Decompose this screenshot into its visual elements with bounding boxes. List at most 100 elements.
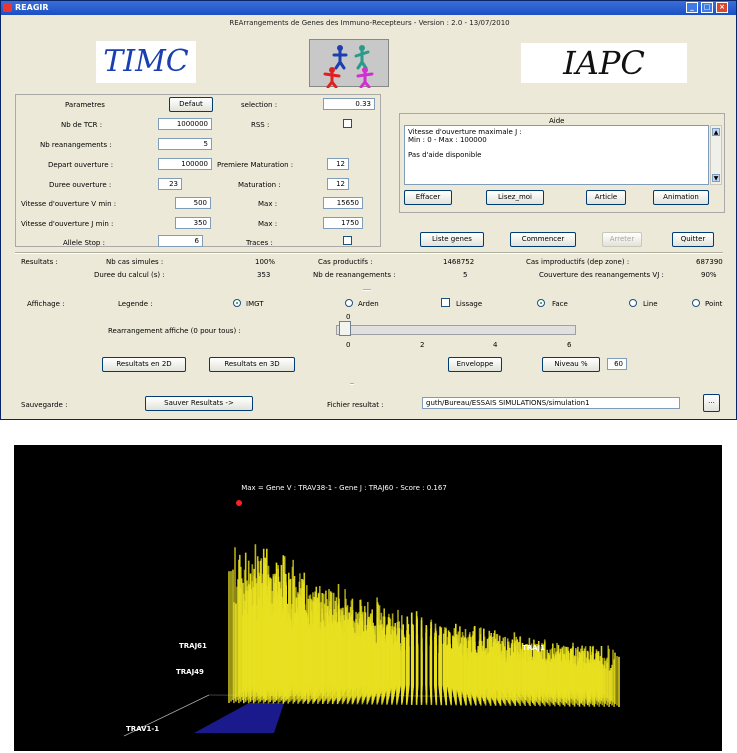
close-icon[interactable]: × — [716, 2, 728, 13]
face-radio[interactable] — [537, 299, 545, 307]
aide-textbox[interactable]: Vitesse d'ouverture maximale J : Min : 0… — [404, 125, 709, 185]
line-radio[interactable] — [629, 299, 637, 307]
resultats-2d-button[interactable]: Resultats en 2D — [102, 357, 186, 372]
plot-label-trav1-1: TRAV1-1 — [126, 725, 159, 733]
arreter-button[interactable]: Arreter — [602, 232, 642, 247]
aide-title: Aide — [549, 117, 565, 125]
rearrangement-slider-thumb[interactable] — [339, 321, 351, 336]
maximize-icon[interactable]: □ — [701, 2, 713, 13]
default-button[interactable]: Defaut — [169, 97, 213, 112]
maturation-input[interactable]: 12 — [327, 178, 349, 190]
commencer-button[interactable]: Commencer — [510, 232, 576, 247]
max-j-input[interactable]: 1750 — [323, 217, 363, 229]
rss-checkbox[interactable] — [343, 119, 352, 128]
scroll-up-icon[interactable]: ▲ — [712, 128, 720, 136]
line-label: Line — [643, 300, 658, 308]
effacer-button[interactable]: Effacer — [404, 190, 452, 205]
timc-logo: TIMC — [96, 41, 196, 83]
vitesse-v-input[interactable]: 500 — [175, 197, 211, 209]
vitesse-j-input[interactable]: 350 — [175, 217, 211, 229]
iapc-logo: IAPC — [521, 43, 687, 83]
max-v-label: Max : — [258, 200, 278, 208]
plot-label-traj1: TRAJ1 — [522, 644, 545, 652]
nb-rearrangements-input[interactable]: 5 — [158, 138, 212, 150]
aide-scrollbar[interactable]: ▲ ▼ — [710, 125, 722, 185]
selection-input[interactable]: 0.33 — [323, 98, 375, 110]
nb-cas-value: 100% — [255, 258, 276, 266]
couverture-label: Couverture des reanangements VJ : — [539, 271, 664, 279]
lissage-checkbox[interactable] — [441, 298, 450, 307]
aide-line-1: Vitesse d'ouverture maximale J : — [408, 128, 522, 136]
plot-label-traj49: TRAJ49 — [176, 668, 204, 676]
scroll-down-icon[interactable]: ▼ — [712, 174, 720, 182]
plot-title: Max = Gene V : TRAV38-1 - Gene J : TRAJ6… — [241, 484, 447, 492]
sauvegarde-label: Sauvegarde : — [21, 401, 68, 409]
results-label: Resultats : — [21, 258, 58, 266]
imgt-radio[interactable] — [233, 299, 241, 307]
selection-label: selection : — [241, 101, 278, 109]
aide-line-2: Min : 0 - Max : 100000 — [408, 136, 487, 144]
animation-button[interactable]: Animation — [653, 190, 709, 205]
nb-rea-label: Nb de reanangements : — [313, 271, 396, 279]
cas-productifs-value: 1468752 — [443, 258, 475, 266]
plot-bars — [228, 544, 620, 707]
slider-tick-2: 2 — [420, 341, 425, 349]
nb-rearrangements-label: Nb reanangements : — [40, 141, 112, 149]
parameters-label: Parametres — [65, 101, 105, 109]
arden-label: Arden — [358, 300, 379, 308]
liste-genes-button[interactable]: Liste genes — [420, 232, 484, 247]
vitesse-j-label: Vitesse d'ouverture J min : — [21, 220, 114, 228]
point-radio[interactable] — [692, 299, 700, 307]
maturation-label: Maturation : — [238, 181, 281, 189]
window-title: REAGIR — [15, 3, 49, 12]
fichier-resultat-input[interactable]: guth/Bureau/ESSAIS SIMULATIONS/simulatio… — [422, 397, 680, 409]
separator-1 — [15, 252, 723, 254]
nb-rea-value: 5 — [463, 271, 468, 279]
aide-line-3: Pas d'aide disponible — [408, 151, 482, 159]
separator-dot-2 — [350, 383, 354, 385]
rearrangement-slider-track[interactable] — [336, 325, 576, 335]
reagir-window: REAGIR _ □ × REArrangements de Genes des… — [0, 0, 737, 420]
premiere-maturation-input[interactable]: 12 — [327, 158, 349, 170]
couverture-value: 90% — [701, 271, 717, 279]
duree-ouverture-input[interactable]: 23 — [158, 178, 182, 190]
slider-tick-4: 4 — [493, 341, 498, 349]
title-bar: REAGIR _ □ × — [1, 1, 736, 15]
depart-ouverture-label: Depart ouverture : — [48, 161, 114, 169]
plot-3d: Max = Gene V : TRAV38-1 - Gene J : TRAJ6… — [14, 445, 722, 751]
niveau-button[interactable]: Niveau % — [542, 357, 600, 372]
plot-3d-canvas: Max = Gene V : TRAV38-1 - Gene J : TRAJ6… — [123, 484, 620, 737]
plot-peak-marker — [236, 500, 242, 506]
face-label: Face — [552, 300, 568, 308]
app-icon — [3, 3, 12, 12]
nb-tcr-input[interactable]: 1000000 — [158, 118, 212, 130]
browse-button[interactable]: ... — [703, 394, 720, 412]
cas-productifs-label: Cas productifs : — [318, 258, 373, 266]
traces-checkbox[interactable] — [343, 236, 352, 245]
premiere-maturation-label: Premiere Maturation : — [217, 161, 294, 169]
duree-calcul-value: 353 — [257, 271, 271, 279]
depart-ouverture-input[interactable]: 100000 — [158, 158, 212, 170]
allele-stop-input[interactable]: 6 — [158, 235, 203, 247]
quitter-button[interactable]: Quitter — [672, 232, 714, 247]
arden-radio[interactable] — [345, 299, 353, 307]
enveloppe-button[interactable]: Enveloppe — [448, 357, 502, 372]
lissage-label: Lissage — [456, 300, 483, 308]
separator-dot — [363, 289, 371, 291]
resultats-3d-button[interactable]: Resultats en 3D — [209, 357, 295, 372]
plot-axis-v — [123, 694, 210, 737]
point-label: Point — [705, 300, 723, 308]
niveau-input[interactable]: 60 — [607, 358, 627, 370]
fichier-resultat-label: Fichier resultat : — [327, 401, 384, 409]
allele-stop-label: Allele Stop : — [63, 239, 105, 247]
lisez-moi-button[interactable]: Lisez_moi — [486, 190, 544, 205]
max-v-input[interactable]: 15650 — [323, 197, 363, 209]
legende-label: Legende : — [118, 300, 153, 308]
cas-improductifs-label: Cas improductifs (dep zone) : — [526, 258, 630, 266]
plot-base-plane — [194, 703, 284, 733]
minimize-icon[interactable]: _ — [686, 2, 698, 13]
aide-group — [399, 113, 725, 213]
sauver-resultats-button[interactable]: Sauver Resultats -> — [145, 396, 253, 411]
slider-tick-6: 6 — [567, 341, 572, 349]
article-button[interactable]: Article — [586, 190, 626, 205]
